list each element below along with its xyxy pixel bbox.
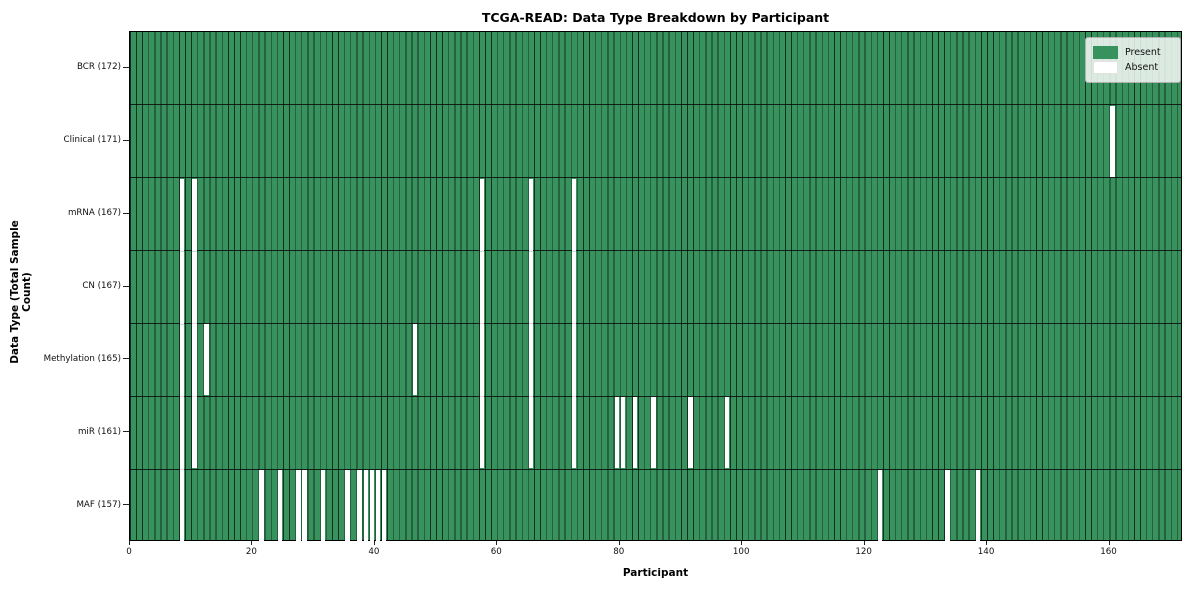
absent-bar xyxy=(204,324,209,396)
row-divider-faint xyxy=(192,323,197,325)
row-divider-faint xyxy=(479,323,485,325)
y-tick-label-clinical: Clinical (171) xyxy=(63,135,121,146)
x-tick-mark xyxy=(496,541,498,545)
row-divider-faint xyxy=(528,395,534,397)
row-divider xyxy=(130,468,1181,470)
y-tick-label-maf: MAF (157) xyxy=(76,499,121,510)
absent-bar xyxy=(877,469,883,542)
absent-bar xyxy=(345,469,350,542)
absent-bar xyxy=(975,469,981,542)
absent-bar xyxy=(632,397,638,469)
absent-bar xyxy=(369,469,375,542)
row-divider-faint xyxy=(192,395,197,397)
row-divider xyxy=(130,250,1181,252)
y-tick-label-methylation: Methylation (165) xyxy=(43,353,121,364)
x-tick-mark xyxy=(129,541,130,545)
x-tick-mark xyxy=(618,541,620,545)
absent-bar xyxy=(277,469,283,542)
absent-bar xyxy=(688,397,693,469)
y-tick-mark xyxy=(123,212,129,214)
row-divider-faint xyxy=(179,396,185,398)
absent-bar xyxy=(375,469,381,542)
y-axis-label: Data Type (Total Sample Count) xyxy=(9,220,33,364)
row-divider-faint xyxy=(179,251,185,253)
x-tick-label: 20 xyxy=(245,547,257,557)
present-swatch xyxy=(1093,46,1118,59)
absent-swatch xyxy=(1093,61,1118,74)
row-divider xyxy=(130,322,1181,324)
absent-bar xyxy=(651,397,656,469)
x-tick-label: 160 xyxy=(1100,547,1117,557)
absent-bar xyxy=(614,397,620,469)
legend-entry-present: Present xyxy=(1093,46,1172,59)
absent-bar xyxy=(479,178,485,469)
absent-bar xyxy=(363,469,369,542)
legend-label-present: Present xyxy=(1125,47,1161,58)
row-divider-faint xyxy=(528,323,534,325)
y-tick-label-cn: CN (167) xyxy=(82,281,121,291)
absent-bar xyxy=(571,178,577,469)
x-tick-mark xyxy=(741,541,743,545)
x-axis-label: Participant xyxy=(622,567,689,579)
y-tick-mark xyxy=(123,66,129,68)
x-tick-label: 120 xyxy=(855,547,872,557)
absent-bar xyxy=(296,469,301,542)
y-tick-label-mir: miR (161) xyxy=(77,426,121,437)
x-tick-mark xyxy=(1108,541,1110,545)
x-tick-mark xyxy=(373,541,375,545)
absent-bar xyxy=(259,469,264,542)
row-divider-faint xyxy=(179,468,185,470)
y-tick-mark xyxy=(123,431,129,433)
chart-title: TCGA-READ: Data Type Breakdown by Partic… xyxy=(481,10,830,25)
x-tick-label: 0 xyxy=(126,547,132,557)
row-divider-faint xyxy=(179,323,185,325)
absent-bar xyxy=(620,397,626,469)
legend-entry-absent: Absent xyxy=(1093,61,1172,74)
y-tick-mark xyxy=(123,504,129,506)
x-tick-label: 140 xyxy=(977,547,995,557)
y-tick-label-bcr: BCR (172) xyxy=(76,62,121,73)
x-tick-mark xyxy=(863,541,865,545)
absent-bar xyxy=(192,178,197,469)
row-divider-faint xyxy=(479,250,485,252)
absent-bar xyxy=(302,469,307,542)
absent-bar xyxy=(320,469,326,542)
x-tick-label: 60 xyxy=(490,547,502,557)
y-tick-label-mrna: mRNA (167) xyxy=(67,208,121,219)
x-tick-mark xyxy=(251,541,253,545)
row-divider xyxy=(130,177,1181,179)
x-tick-label: 40 xyxy=(368,547,380,557)
y-tick-mark xyxy=(123,139,129,141)
row-divider-faint xyxy=(571,395,577,397)
row-divider-faint xyxy=(479,395,485,397)
x-tick-label: 80 xyxy=(613,547,625,557)
row-divider xyxy=(130,395,1181,397)
row-divider-faint xyxy=(192,250,197,252)
y-tick-mark xyxy=(123,285,129,287)
absent-bar xyxy=(179,178,185,542)
plot-area xyxy=(129,31,1182,542)
absent-bar xyxy=(381,469,387,542)
absent-bar xyxy=(945,469,950,542)
legend: Present Absent xyxy=(1085,37,1181,83)
absent-bar xyxy=(528,178,534,469)
row-divider-faint xyxy=(571,250,577,252)
row-divider-faint xyxy=(571,323,577,325)
row-divider xyxy=(130,104,1181,106)
x-tick-label: 100 xyxy=(732,547,750,557)
absent-bar xyxy=(1110,105,1115,177)
x-tick-mark xyxy=(986,541,988,545)
row-divider-faint xyxy=(528,250,534,252)
legend-label-absent: Absent xyxy=(1125,62,1159,73)
absent-bar xyxy=(724,397,730,469)
absent-bar xyxy=(357,469,362,542)
y-tick-mark xyxy=(123,358,129,360)
absent-bar xyxy=(412,324,418,396)
